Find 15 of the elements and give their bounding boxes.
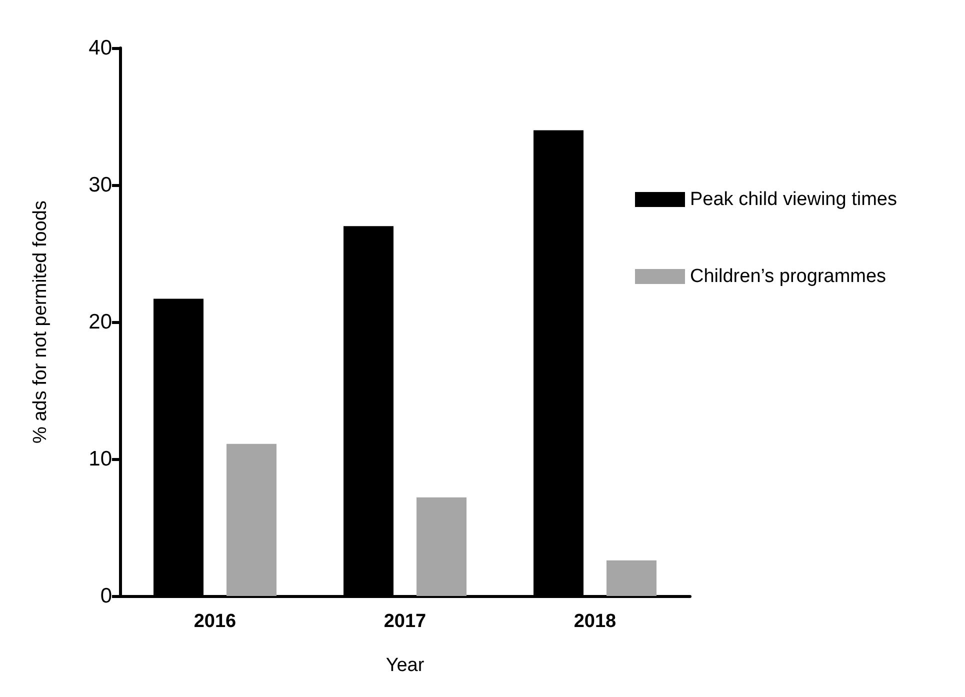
bar xyxy=(606,560,656,596)
y-tick-label: 10 xyxy=(88,448,112,470)
bar xyxy=(416,497,466,596)
x-tick-label: 2018 xyxy=(574,611,616,632)
x-tick-label: 2017 xyxy=(384,611,426,632)
x-axis-title: Year xyxy=(386,655,425,676)
y-tick-label: 30 xyxy=(88,174,112,196)
legend-label: Peak child viewing times xyxy=(690,189,897,210)
y-axis-title: % ads for not permited foods xyxy=(30,200,51,444)
legend-label: Children’s programmes xyxy=(690,266,886,287)
bar xyxy=(226,444,276,596)
x-tick-label: 2016 xyxy=(194,611,236,632)
y-tick-label: 20 xyxy=(88,310,112,334)
y-tick-label: 40 xyxy=(88,36,112,60)
y-tick-label: 0 xyxy=(100,584,112,608)
